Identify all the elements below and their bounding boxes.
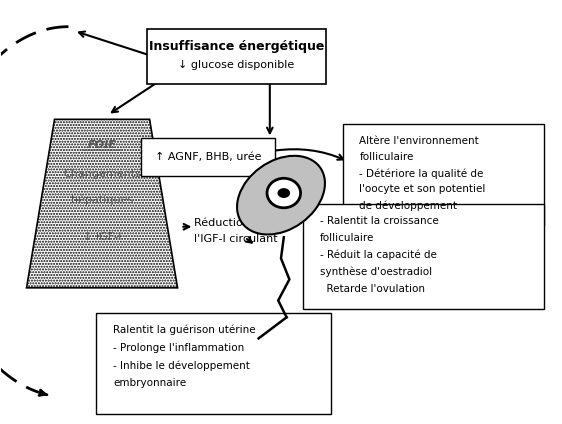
FancyBboxPatch shape [141,138,275,176]
Ellipse shape [237,156,325,234]
Text: Réduction de: Réduction de [194,218,268,228]
Text: - Réduit la capacité de: - Réduit la capacité de [320,250,437,260]
Text: l'IGF-I circulant: l'IGF-I circulant [194,234,278,244]
Text: Changements: Changements [63,169,141,179]
Text: Insuffisance énergétique: Insuffisance énergétique [148,40,324,53]
Ellipse shape [278,189,289,197]
Text: folliculaire: folliculaire [320,233,374,243]
FancyBboxPatch shape [147,29,326,84]
Text: - Prolonge l'inflammation: - Prolonge l'inflammation [113,343,244,353]
Text: - Inhibe le développement: - Inhibe le développement [113,360,250,371]
FancyBboxPatch shape [342,123,544,225]
Text: Ralentit la guérison utérine: Ralentit la guérison utérine [113,325,256,335]
Text: hépatiques: hépatiques [71,194,133,205]
FancyBboxPatch shape [97,313,332,414]
Text: FOIE: FOIE [88,139,116,150]
Text: synthèse d'oestradiol: synthèse d'oestradiol [320,267,432,277]
Ellipse shape [267,179,301,208]
FancyBboxPatch shape [303,204,544,309]
Text: ↑ AGNF, BHB, urée: ↑ AGNF, BHB, urée [155,152,261,162]
Text: Altère l'environnement: Altère l'environnement [359,136,479,146]
Text: Retarde l'ovulation: Retarde l'ovulation [320,284,425,293]
Text: - Détériore la qualité de: - Détériore la qualité de [359,168,484,179]
Polygon shape [26,119,178,288]
Text: ↓ glucose disponible: ↓ glucose disponible [178,60,294,70]
Text: embryonnaire: embryonnaire [113,378,187,388]
Text: - Ralentit la croissance: - Ralentit la croissance [320,216,439,226]
Text: l'oocyte et son potentiel: l'oocyte et son potentiel [359,184,486,194]
Text: ↓ IGF-I: ↓ IGF-I [83,232,121,242]
Text: folliculaire: folliculaire [359,152,414,162]
Text: de développement: de développement [359,200,457,211]
